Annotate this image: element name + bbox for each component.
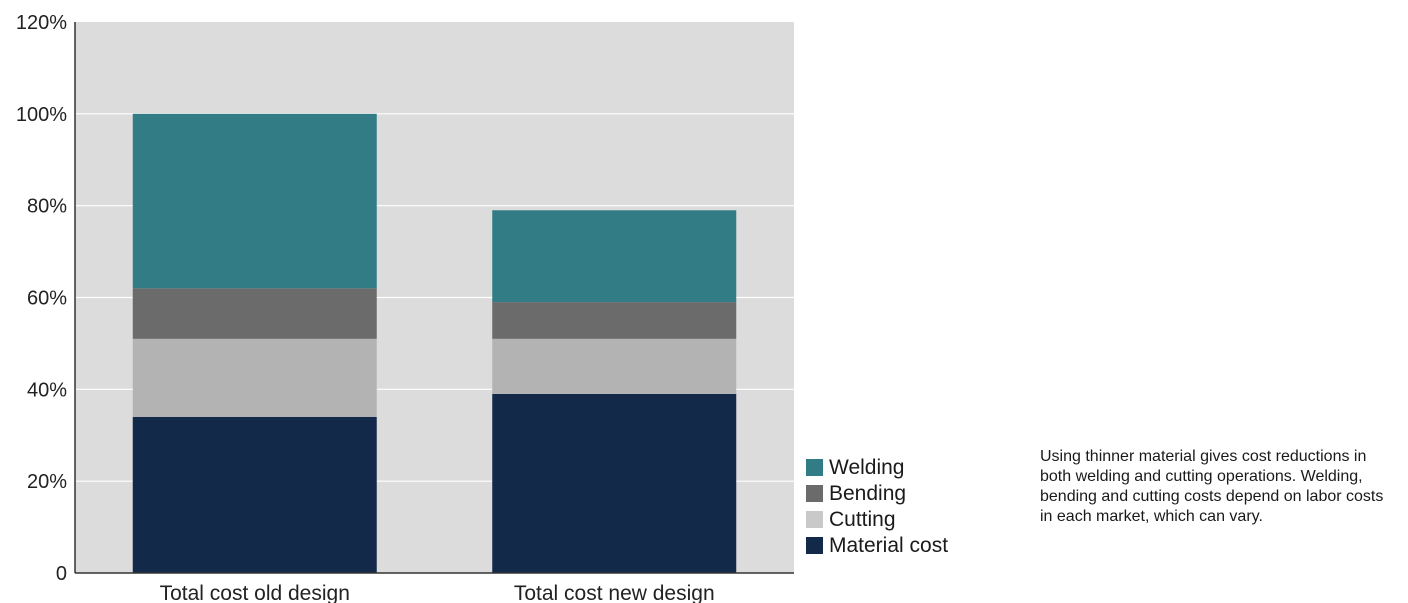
legend-swatch-cutting [806,511,823,528]
bar-segment-cutting [492,338,737,394]
legend-label-material-cost: Material cost [829,533,949,557]
legend-item-welding: Welding [806,455,948,480]
legend-swatch-material-cost [806,537,823,554]
legend-label-bending: Bending [829,481,907,505]
x-category-label: Total cost old design [160,582,350,603]
legend-item-cutting: Cutting [806,507,948,532]
bars [132,113,737,573]
y-tick-label: 0 [56,563,67,585]
legend-item-bending: Bending [806,481,948,506]
legend: Welding Bending Cutting Material cost [806,455,948,559]
legend-label-cutting: Cutting [829,507,896,531]
bar-segment-bending [492,302,737,339]
stacked-bar-chart: 0 20% 40% 60% 80% 100% 120% Total cost old des… [16,12,794,603]
bar-segment-bending [132,288,377,339]
x-category-labels: Total cost old design Total cost new desi… [160,582,715,603]
bar-segment-welding [492,210,737,303]
y-tick-label: 20% [27,471,67,493]
chart-caption: Using thinner material gives cost reduct… [1040,448,1384,525]
y-tick-label: 100% [16,104,67,126]
legend-swatch-bending [806,485,823,502]
axes [74,22,794,574]
y-tick-label: 120% [16,12,67,34]
bar-segment-material-cost [492,393,737,573]
legend-label-welding: Welding [829,455,905,479]
bar-segment-material-cost [132,416,377,573]
y-tick-label: 40% [27,379,67,401]
x-category-label: Total cost new design [514,582,715,603]
y-tick-label: 60% [27,288,67,310]
y-tick-label: 80% [27,196,67,218]
legend-item-material-cost: Material cost [806,533,948,558]
legend-swatch-welding [806,459,823,476]
y-tick-labels: 0 20% 40% 60% 80% 100% 120% [16,12,67,585]
bar-segment-welding [132,113,377,289]
bar-segment-cutting [132,338,377,417]
